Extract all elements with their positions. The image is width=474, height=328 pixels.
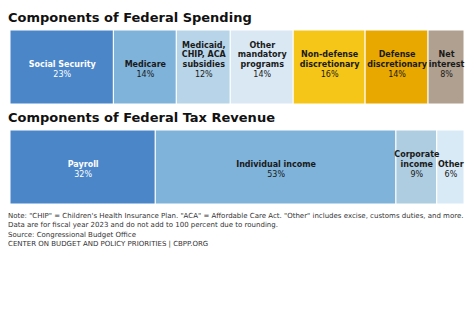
svg-text:Other: Other xyxy=(438,160,464,169)
svg-text:Netinterest: Netinterest xyxy=(429,50,465,68)
html-text:CENTER ON BUDGET AND POLICY PR: CENTER ON BUDGET AND POLICY PRIORITIES |… xyxy=(8,240,209,249)
svg-text:Othermandatoryprograms: Othermandatoryprograms xyxy=(238,41,288,68)
svg-text:Corporateincome: Corporateincome xyxy=(394,150,440,168)
svg-text:Social Security: Social Security xyxy=(29,60,97,69)
html-text:Components of Federal Spending: Components of Federal Spending xyxy=(8,10,252,25)
svg-text:Individual income: Individual income xyxy=(236,160,316,169)
svg-text:23%: 23% xyxy=(53,70,71,79)
svg-text:14%: 14% xyxy=(388,70,406,79)
svg-text:53%: 53% xyxy=(267,170,285,179)
svg-text:Medicare: Medicare xyxy=(125,60,167,69)
svg-text:14%: 14% xyxy=(253,70,271,79)
svg-text:9%: 9% xyxy=(410,170,423,179)
svg-text:Medicaid,CHIP, ACAsubsidies: Medicaid,CHIP, ACAsubsidies xyxy=(182,41,227,68)
html-text:Note: "CHIP" = Children's Heal: Note: "CHIP" = Children's Health Insuran… xyxy=(8,212,464,220)
svg-text:Non-defensediscretionary: Non-defensediscretionary xyxy=(300,50,360,68)
svg-text:14%: 14% xyxy=(136,70,154,79)
html-text:Components of Federal Tax Reve: Components of Federal Tax Revenue xyxy=(8,110,275,125)
svg-text:16%: 16% xyxy=(321,70,339,79)
svg-text:32%: 32% xyxy=(74,170,92,179)
svg-text:6%: 6% xyxy=(445,170,458,179)
svg-text:12%: 12% xyxy=(195,70,213,79)
svg-text:Defensediscretionary: Defensediscretionary xyxy=(367,50,427,68)
html-text:Data are for fiscal year 2023: Data are for fiscal year 2023 and do not… xyxy=(8,221,278,230)
svg-text:8%: 8% xyxy=(440,70,453,79)
svg-text:Payroll: Payroll xyxy=(68,160,99,169)
html-text:Source: Congressional Budget O: Source: Congressional Budget Office xyxy=(8,230,136,239)
